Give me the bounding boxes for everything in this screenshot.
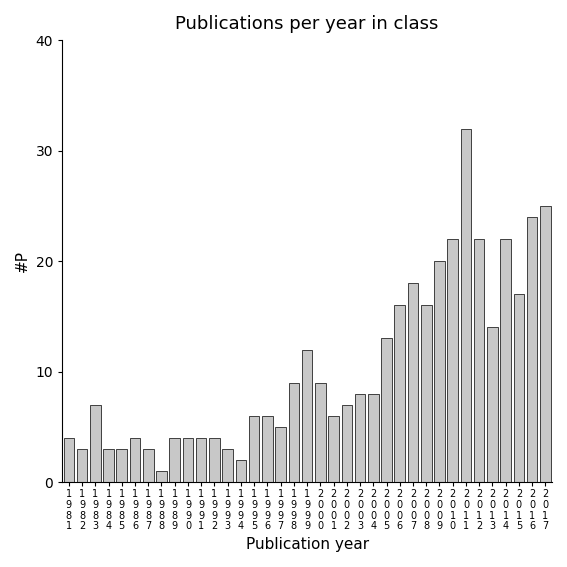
Bar	[64, 438, 74, 482]
Bar	[289, 383, 299, 482]
Bar	[90, 405, 100, 482]
Bar	[447, 239, 458, 482]
Bar	[276, 427, 286, 482]
Bar	[302, 349, 312, 482]
Bar	[434, 261, 445, 482]
Y-axis label: #P: #P	[15, 250, 30, 272]
Bar	[500, 239, 511, 482]
Bar	[222, 449, 233, 482]
Bar	[487, 327, 498, 482]
Bar	[368, 393, 379, 482]
Bar	[540, 206, 551, 482]
Title: Publications per year in class: Publications per year in class	[175, 15, 439, 33]
X-axis label: Publication year: Publication year	[246, 537, 369, 552]
Bar	[474, 239, 484, 482]
Bar	[460, 129, 471, 482]
Bar	[170, 438, 180, 482]
Bar	[209, 438, 220, 482]
Bar	[381, 338, 392, 482]
Bar	[315, 383, 325, 482]
Bar	[130, 438, 140, 482]
Bar	[355, 393, 365, 482]
Bar	[328, 416, 339, 482]
Bar	[156, 471, 167, 482]
Bar	[408, 283, 418, 482]
Bar	[116, 449, 127, 482]
Bar	[103, 449, 114, 482]
Bar	[527, 217, 538, 482]
Bar	[514, 294, 524, 482]
Bar	[77, 449, 87, 482]
Bar	[249, 416, 260, 482]
Bar	[183, 438, 193, 482]
Bar	[143, 449, 154, 482]
Bar	[236, 460, 246, 482]
Bar	[341, 405, 352, 482]
Bar	[262, 416, 273, 482]
Bar	[421, 305, 431, 482]
Bar	[196, 438, 206, 482]
Bar	[395, 305, 405, 482]
